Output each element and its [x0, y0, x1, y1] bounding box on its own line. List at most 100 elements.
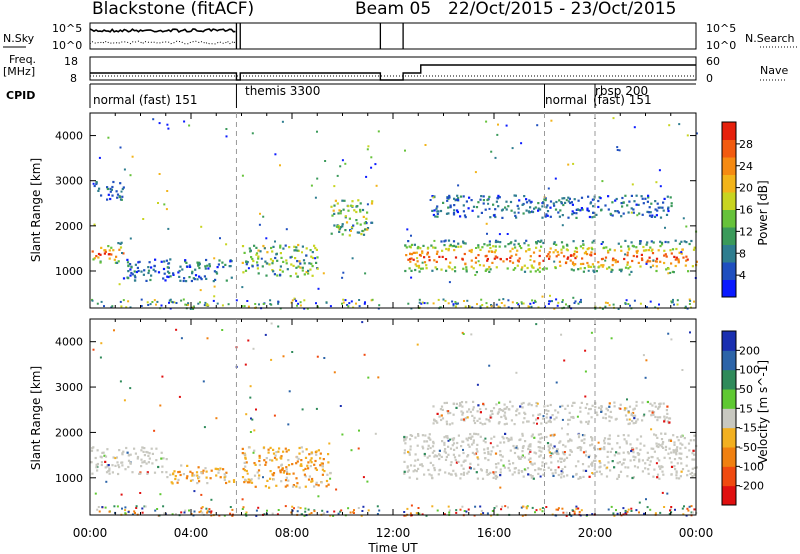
velocity-cell — [455, 509, 458, 512]
velocity-cell — [526, 505, 529, 508]
power-cell — [294, 249, 297, 252]
power-cell — [542, 241, 545, 245]
velocity-cell — [545, 506, 548, 508]
power-cell — [548, 257, 551, 260]
velocity-cell — [532, 421, 535, 425]
velocity-cell — [606, 450, 609, 453]
velocity-cell — [455, 474, 458, 477]
velocity-cell — [673, 449, 676, 452]
velocity-cell — [623, 458, 626, 461]
power-cell — [433, 259, 436, 262]
power-cell — [510, 254, 513, 258]
power-cell — [681, 248, 684, 251]
velocity-cell — [656, 419, 659, 422]
velocity-cell — [616, 442, 619, 445]
velocity-cell — [584, 469, 588, 472]
power-cell — [154, 258, 157, 261]
y-tick-label: 1000 — [55, 472, 83, 485]
power-cell — [512, 268, 515, 271]
velocity-cell — [410, 504, 413, 507]
power-cell — [490, 304, 492, 306]
velocity-cell — [477, 457, 480, 461]
velocity-cell — [611, 460, 614, 463]
velocity-cell — [488, 364, 491, 367]
y-tick-label: 1000 — [55, 265, 83, 278]
velocity-cell — [675, 448, 678, 451]
velocity-cell — [429, 438, 432, 441]
velocity-cell — [645, 359, 648, 362]
velocity-cell — [250, 417, 252, 420]
power-cell — [593, 265, 596, 268]
velocity-cell — [577, 460, 580, 463]
power-cell — [108, 257, 111, 260]
power-cell — [565, 199, 568, 202]
velocity-cell — [519, 457, 522, 460]
velocity-cell — [616, 512, 619, 515]
velocity-cell — [172, 473, 175, 476]
velocity-cell — [459, 402, 462, 405]
velocity-cell — [657, 406, 660, 409]
velocity-cell — [321, 465, 324, 468]
power-cell — [576, 208, 579, 211]
power-cell — [646, 210, 649, 213]
power-cell — [301, 266, 304, 269]
velocity-cell — [462, 418, 465, 421]
velocity-cell — [293, 507, 295, 510]
velocity-cell — [509, 449, 512, 452]
velocity-cell — [409, 445, 412, 448]
velocity-cell — [685, 455, 689, 459]
power-cell — [516, 264, 519, 267]
freq-label-2: [MHz] — [3, 65, 35, 78]
power-cell — [241, 261, 244, 264]
power-cell — [254, 303, 257, 305]
power-cell — [448, 281, 451, 284]
power-cell — [644, 249, 647, 252]
velocity-cell — [539, 413, 542, 416]
power-cell — [577, 268, 580, 271]
power-cell — [314, 257, 317, 260]
power-cell — [444, 239, 447, 242]
power-cell — [456, 209, 459, 212]
velocity-cell — [315, 468, 318, 471]
velocity-cell — [443, 513, 446, 516]
power-cell — [344, 229, 347, 232]
velocity-cell — [421, 445, 424, 448]
power-cell — [592, 205, 595, 208]
velocity-cell — [662, 446, 665, 449]
power-cell — [110, 188, 113, 191]
power-cell — [614, 199, 617, 202]
power-cell — [127, 277, 130, 280]
power-cell — [597, 261, 600, 264]
velocity-cell — [292, 484, 295, 487]
velocity-cell — [525, 506, 528, 509]
power-cell — [295, 266, 298, 269]
velocity-cell — [458, 404, 461, 407]
power-cell — [607, 195, 610, 198]
power-cell — [224, 263, 227, 266]
velocity-cell — [652, 447, 655, 450]
freq-left-bottom: 8 — [70, 72, 77, 85]
power-cell — [455, 198, 458, 201]
velocity-cell — [264, 463, 267, 466]
power-cell — [431, 209, 434, 212]
velocity-cell — [403, 437, 406, 440]
velocity-cell — [460, 473, 463, 476]
velocity-cell — [467, 436, 471, 439]
velocity-cell — [518, 457, 521, 460]
power-cell — [98, 187, 101, 190]
velocity-cell — [658, 465, 661, 468]
power-cell — [203, 304, 206, 307]
velocity-cell — [490, 450, 493, 453]
power-cell — [521, 266, 524, 269]
power-cell — [588, 215, 591, 219]
power-cell — [537, 207, 540, 210]
velocity-cell — [555, 450, 558, 453]
velocity-cell — [527, 452, 531, 455]
velocity-cell — [624, 512, 627, 514]
velocity-cell — [438, 454, 441, 457]
power-cell — [262, 303, 265, 305]
power-cell — [189, 308, 192, 310]
power-cell — [286, 268, 289, 271]
power-cell — [691, 265, 694, 268]
velocity-cell — [614, 418, 617, 421]
